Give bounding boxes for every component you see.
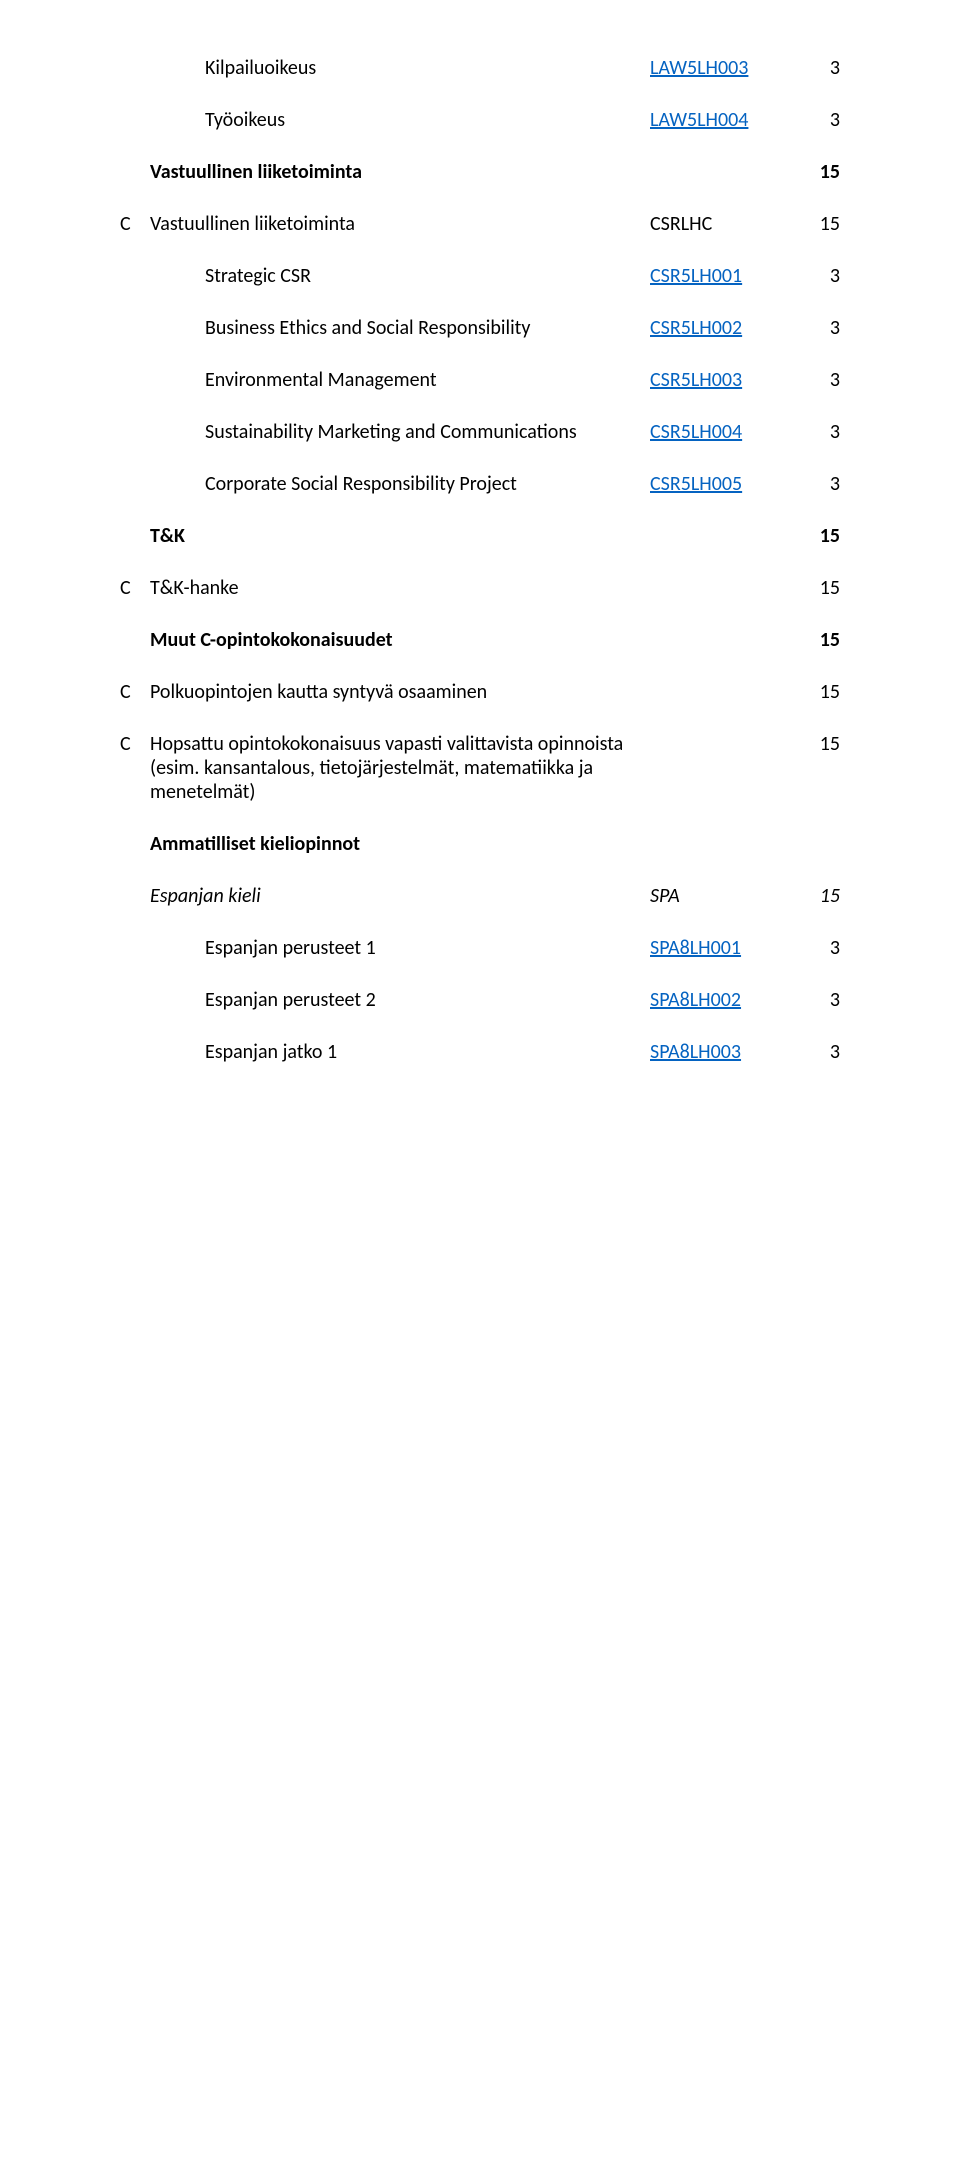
row-code: SPA8LH003 [650, 1040, 800, 1064]
row-label: Corporate Social Responsibility Project [150, 472, 650, 496]
row-code: CSR5LH002 [650, 316, 800, 340]
row-credits: 3 [800, 988, 840, 1012]
curriculum-row: Sustainability Marketing and Communicati… [120, 420, 840, 444]
row-credits: 15 [800, 884, 840, 908]
row-label: T&K [150, 524, 650, 548]
row-credits: 15 [800, 628, 840, 652]
course-code-link[interactable]: LAW5LH004 [650, 108, 748, 132]
curriculum-row: Muut C-opintokokonaisuudet 15 [120, 628, 840, 652]
row-label: Hopsattu opintokokonaisuus vapasti valit… [150, 732, 650, 804]
row-marker: C [120, 576, 150, 600]
row-label: Kilpailuoikeus [150, 56, 650, 80]
row-credits: 3 [800, 936, 840, 960]
course-code-link[interactable]: LAW5LH003 [650, 56, 748, 80]
curriculum-row: Corporate Social Responsibility ProjectC… [120, 472, 840, 496]
row-label: Vastuullinen liiketoiminta [150, 212, 650, 236]
row-label: Ammatilliset kieliopinnot [150, 832, 650, 856]
row-label: Muut C-opintokokonaisuudet [150, 628, 650, 652]
row-credits: 3 [800, 1040, 840, 1064]
row-label: Työoikeus [150, 108, 650, 132]
course-code-link[interactable]: SPA8LH001 [650, 936, 741, 960]
curriculum-row: CHopsattu opintokokonaisuus vapasti vali… [120, 732, 840, 804]
curriculum-list: KilpailuoikeusLAW5LH0033TyöoikeusLAW5LH0… [120, 56, 840, 1064]
curriculum-row: Business Ethics and Social Responsibilit… [120, 316, 840, 340]
curriculum-row: Ammatilliset kieliopinnot [120, 832, 840, 856]
row-credits: 15 [800, 524, 840, 548]
row-marker: C [120, 732, 150, 756]
row-credits: 15 [800, 160, 840, 184]
row-label: T&K-hanke [150, 576, 650, 600]
row-code: SPA8LH002 [650, 988, 800, 1012]
row-label: Environmental Management [150, 368, 650, 392]
course-code-link[interactable]: CSR5LH001 [650, 264, 742, 288]
row-label: Business Ethics and Social Responsibilit… [150, 316, 650, 340]
row-credits: 15 [800, 576, 840, 600]
curriculum-row: T&K 15 [120, 524, 840, 548]
curriculum-row: TyöoikeusLAW5LH004 3 [120, 108, 840, 132]
row-marker: C [120, 680, 150, 704]
row-credits: 15 [800, 680, 840, 704]
curriculum-row: Environmental ManagementCSR5LH003 3 [120, 368, 840, 392]
row-code: SPA8LH001 [650, 936, 800, 960]
curriculum-row: Vastuullinen liiketoiminta 15 [120, 160, 840, 184]
curriculum-row: CPolkuopintojen kautta syntyvä osaaminen… [120, 680, 840, 704]
row-credits: 15 [800, 212, 840, 236]
page-container: KilpailuoikeusLAW5LH0033TyöoikeusLAW5LH0… [0, 0, 960, 1152]
curriculum-row: Strategic CSRCSR5LH001 3 [120, 264, 840, 288]
row-label: Espanjan perusteet 2 [150, 988, 650, 1012]
curriculum-row: Espanjan jatko 1SPA8LH003 3 [120, 1040, 840, 1064]
curriculum-row: Espanjan kieliSPA15 [120, 884, 840, 908]
row-label: Strategic CSR [150, 264, 650, 288]
curriculum-row: CVastuullinen liiketoimintaCSRLHC15 [120, 212, 840, 236]
row-credits: 3 [800, 264, 840, 288]
row-label: Polkuopintojen kautta syntyvä osaaminen [150, 680, 650, 704]
course-code-link[interactable]: CSR5LH004 [650, 420, 742, 444]
row-marker: C [120, 212, 150, 236]
row-label: Vastuullinen liiketoiminta [150, 160, 650, 184]
row-code: SPA [650, 884, 800, 908]
row-credits: 3 [800, 472, 840, 496]
row-label: Sustainability Marketing and Communicati… [150, 420, 650, 444]
course-code-link[interactable]: SPA8LH002 [650, 988, 741, 1012]
row-code: CSR5LH004 [650, 420, 800, 444]
row-code: CSR5LH003 [650, 368, 800, 392]
row-credits: 3 [800, 108, 840, 132]
row-credits: 3 [800, 56, 840, 80]
course-code-link[interactable]: CSR5LH005 [650, 472, 742, 496]
row-label: Espanjan perusteet 1 [150, 936, 650, 960]
row-code: CSR5LH001 [650, 264, 800, 288]
row-code: CSRLHC [650, 212, 800, 236]
curriculum-row: CT&K-hanke 15 [120, 576, 840, 600]
row-credits: 3 [800, 368, 840, 392]
row-label: Espanjan jatko 1 [150, 1040, 650, 1064]
row-code: CSR5LH005 [650, 472, 800, 496]
row-credits: 3 [800, 316, 840, 340]
curriculum-row: Espanjan perusteet 2SPA8LH002 3 [120, 988, 840, 1012]
course-code-link[interactable]: SPA8LH003 [650, 1040, 741, 1064]
row-credits: 3 [800, 420, 840, 444]
course-code-link[interactable]: CSR5LH002 [650, 316, 742, 340]
curriculum-row: KilpailuoikeusLAW5LH003 3 [120, 56, 840, 80]
row-label: Espanjan kieli [150, 884, 650, 908]
course-code-link[interactable]: CSR5LH003 [650, 368, 742, 392]
curriculum-row: Espanjan perusteet 1SPA8LH001 3 [120, 936, 840, 960]
row-code: LAW5LH003 [650, 56, 800, 80]
row-credits: 15 [800, 732, 840, 756]
row-code: LAW5LH004 [650, 108, 800, 132]
